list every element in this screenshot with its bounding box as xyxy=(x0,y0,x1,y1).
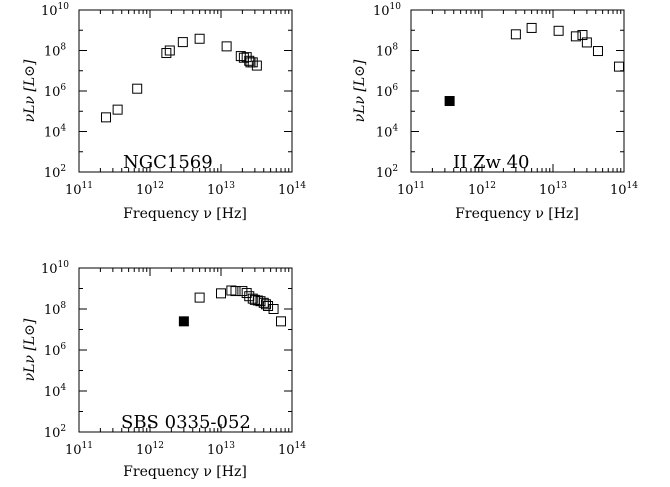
data-point-open xyxy=(263,301,274,312)
data-point-open xyxy=(510,29,521,40)
panel-ngc1569: 1011 1012 1013 1014 102 104 106 108 1010 NGC156… xyxy=(22,2,306,222)
x-tick-label: 1013 xyxy=(207,441,235,458)
x-tick-label: 1014 xyxy=(278,181,306,198)
x-axis-label: Frequency ν [Hz] xyxy=(123,206,247,222)
data-point-open xyxy=(252,295,263,306)
data-point-open xyxy=(553,25,564,36)
data-point-open xyxy=(100,112,111,123)
data-point-open xyxy=(194,33,205,44)
x-tick-label: 1013 xyxy=(539,181,567,198)
y-axis-label: νLν [L⊙] xyxy=(22,59,38,122)
data-points xyxy=(100,33,262,123)
plot-frame xyxy=(78,267,293,433)
panel-label: SBS 0335-052 xyxy=(121,412,251,433)
data-points xyxy=(444,22,624,107)
x-tick-label: 1012 xyxy=(136,181,164,198)
y-tick-label: 106 xyxy=(44,342,67,359)
data-point-open xyxy=(216,288,226,299)
data-point-open xyxy=(276,316,287,327)
y-axis-label: νLν [L⊙] xyxy=(22,318,38,381)
x-tick-label: 1014 xyxy=(610,181,638,198)
data-point-open xyxy=(244,291,255,302)
data-point-open xyxy=(177,37,188,48)
data-point-open xyxy=(592,46,603,57)
x-axis-label: Frequency ν [Hz] xyxy=(455,206,579,222)
x-tick-label: 1012 xyxy=(136,441,164,458)
data-point-open xyxy=(526,22,537,33)
x-tick-label: 1011 xyxy=(397,181,425,198)
data-point-open xyxy=(251,60,262,71)
y-tick-label: 104 xyxy=(376,124,399,141)
x-axis-label: Frequency ν [Hz] xyxy=(123,464,247,480)
y-axis-label: νLν [L⊙] xyxy=(352,59,368,122)
data-point-open xyxy=(221,41,232,52)
panel-ii-zw-40: 1011 1012 1013 1014 102 104 106 108 1010 II Zw … xyxy=(352,2,638,222)
x-tick-label: 1013 xyxy=(207,181,235,198)
tick-marks xyxy=(79,268,292,432)
data-point-open xyxy=(241,52,252,63)
panel-label: II Zw 40 xyxy=(453,152,529,173)
x-tick-label: 1012 xyxy=(468,181,496,198)
y-tick-label: 104 xyxy=(44,383,67,400)
y-tick-label: 106 xyxy=(376,83,399,100)
y-tick-label: 108 xyxy=(44,43,67,60)
y-tick-label: 102 xyxy=(44,164,66,181)
data-point-open xyxy=(268,304,279,314)
y-tick-label: 102 xyxy=(376,164,398,181)
y-tick-label: 106 xyxy=(44,83,67,100)
plot-frame xyxy=(410,9,625,173)
data-point-open xyxy=(230,286,241,297)
data-point-open xyxy=(112,104,123,115)
x-tick-labels: 1011 1012 1013 1014 xyxy=(65,441,306,458)
y-tick-label: 104 xyxy=(44,124,67,141)
data-point-open xyxy=(570,31,581,42)
panel-label: NGC1569 xyxy=(123,152,213,173)
y-tick-label: 108 xyxy=(376,43,399,60)
x-tick-label: 1011 xyxy=(65,441,93,458)
x-tick-label: 1014 xyxy=(278,441,306,458)
data-point-filled xyxy=(178,316,189,327)
y-tick-label: 102 xyxy=(44,424,66,441)
x-tick-labels: 1011 1012 1013 1014 xyxy=(65,181,306,198)
x-tick-labels: 1011 1012 1013 1014 xyxy=(397,181,638,198)
data-point-open xyxy=(247,293,258,304)
data-point-open xyxy=(164,45,175,56)
data-point-filled xyxy=(444,96,455,107)
plot-frame xyxy=(78,9,293,173)
y-tick-label: 1010 xyxy=(41,2,69,19)
panel-sbs-0335-052: 1011 1012 1013 1014 102 104 106 108 1010 SBS 03… xyxy=(22,260,306,480)
y-tick-labels: 102 104 106 108 1010 xyxy=(41,2,69,181)
data-point-open xyxy=(241,288,252,299)
y-tick-label: 108 xyxy=(44,301,67,318)
x-tick-label: 1011 xyxy=(65,181,93,198)
data-point-open xyxy=(132,83,143,94)
y-tick-labels: 102 104 106 108 1010 xyxy=(373,2,401,181)
tick-marks xyxy=(411,10,624,172)
data-points xyxy=(178,285,287,327)
y-tick-label: 1010 xyxy=(41,260,69,277)
data-point-open xyxy=(194,292,205,303)
y-tick-labels: 102 104 106 108 1010 xyxy=(41,260,69,441)
data-point-open xyxy=(581,37,592,48)
data-point-open xyxy=(161,48,172,59)
data-point-open xyxy=(613,61,624,72)
y-tick-label: 1010 xyxy=(373,2,401,19)
tick-marks xyxy=(79,10,292,172)
